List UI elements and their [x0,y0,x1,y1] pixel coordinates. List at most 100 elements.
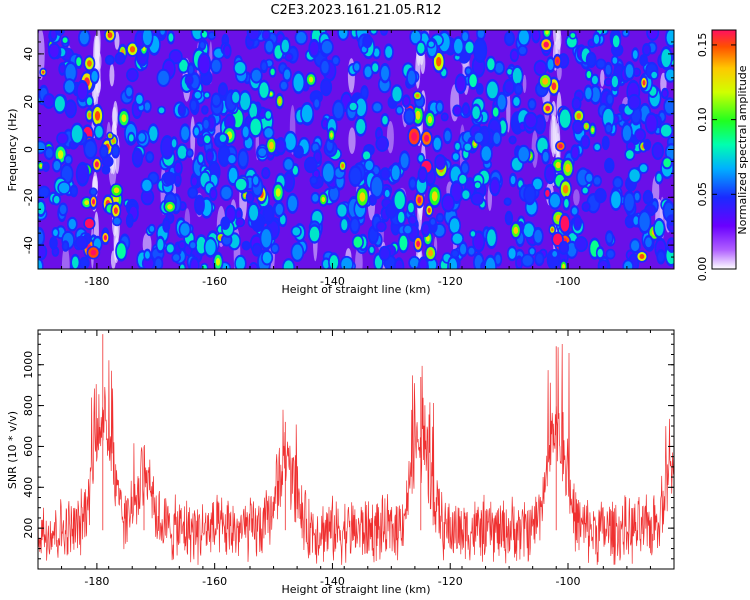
spectrogram-blob [205,239,216,256]
spectrogram-blob [286,54,292,60]
spectrogram-blob [80,258,89,268]
spectrogram-blob [624,193,634,211]
spectrogram-blob [333,57,339,65]
spectrogram-blob [363,36,371,46]
spectrogram-blob [354,63,360,71]
spectrogram-blob [276,139,285,153]
spectrogram-blob [264,128,273,138]
spectrogram-blob [265,111,272,119]
spectrogram-blob [270,68,275,76]
spectrogram-blob-core [87,112,91,118]
spectrogram-blob [128,134,134,142]
spectrogram-blob [72,256,79,269]
y-tick-label: 600 [22,436,35,457]
spectrogram-blob [190,242,196,249]
spectrogram-blob [187,150,193,157]
spectrogram-blob [293,73,304,92]
spectrogram-blob [611,75,619,88]
spectrogram-blob [410,30,421,44]
spectrogram-blob [435,156,445,168]
spectrogram-blob [591,87,600,103]
spectrogram-blob-core [555,161,561,169]
spectrogram-blob-core [417,196,422,204]
spectrogram-blob [523,223,534,237]
spectrogram-blob [371,177,383,197]
spectrogram-blobs [38,30,674,269]
spectrogram-blob [323,259,330,269]
spectrogram-blob [524,186,535,203]
spectrogram-blob-core [107,32,113,39]
spectrogram-blob [631,240,640,252]
spectrogram-blob [654,220,664,236]
snr-ylabel: SNR (10 * v/v) [6,411,19,489]
spectrogram-blob [487,58,495,71]
spectrogram-blob [71,125,83,143]
spectrogram-gap [38,30,45,80]
spectrogram-blob-core [94,111,101,121]
spectrogram-blob [382,115,388,125]
spectrogram-blob [228,167,238,183]
spectrogram-axes: -180 -160 -140 -120 -100 -40 -20 0 20 40 [22,29,675,288]
spectrogram-blob [515,85,522,93]
spectrogram-blob [61,165,72,183]
spectrogram-blob [158,70,169,85]
spectrogram-blob-core [428,249,434,257]
spectrogram-blob [536,253,543,264]
spectrogram-blob [158,107,165,114]
spectrogram-xlabel: Height of straight line (km) [281,283,430,296]
y-tick-label: -20 [22,188,35,206]
spectrogram-blob [418,155,424,162]
spectrogram-blob [285,133,296,151]
spectrogram-blob [633,216,639,225]
spectrogram-blob [505,81,514,93]
spectrogram-blob [341,219,348,231]
spectrogram-blob [250,264,257,269]
spectrogram-blob [168,33,174,42]
spectrogram-blob [400,153,409,169]
spectrogram-blob-core [642,80,646,86]
spectrogram-blob [377,222,386,231]
spectrogram-blob [219,134,227,142]
spectrogram-blob [91,70,98,82]
spectrogram-blob [49,44,59,58]
spectrogram-blob [462,163,468,173]
spectrogram-blob [77,82,88,100]
spectrogram-blob [570,33,576,38]
spectrogram-blob-core [562,184,569,194]
spectrogram-blob [38,260,42,269]
spectrogram-blob [529,100,535,109]
spectrogram-blob [38,202,45,215]
spectrogram-blob [44,95,54,107]
spectrogram-blob [287,195,298,212]
spectrogram-blob [204,135,211,144]
spectrogram-blob [463,105,469,115]
spectrogram-blob [221,218,229,228]
spectrogram-blob [236,210,242,219]
spectrogram-blob [305,158,316,172]
spectrogram-blob [54,96,65,112]
spectrogram-blob [529,248,535,255]
spectrogram-blob [76,237,87,249]
spectrogram-blob [492,107,499,117]
spectrogram-blob-core [513,226,519,234]
spectrogram-blob [462,32,469,42]
spectrogram-blob [572,147,579,159]
spectrogram-blob [136,94,143,104]
spectrogram-blob [410,179,416,188]
spectrogram-blob [512,67,522,84]
spectrogram-blob-core [269,92,273,96]
spectrogram-blob-core [41,70,45,74]
spectrogram-blob [356,119,366,134]
spectrogram-blob [585,87,592,100]
spectrogram-blob [469,74,477,88]
spectrogram-blob [525,113,537,128]
spectrogram-blob [497,94,506,110]
spectrogram-blob [224,46,230,56]
y-tick-label: 1000 [22,351,35,379]
spectrogram-blob [103,157,112,166]
x-tick-label: -100 [556,575,581,588]
spectrogram-blob [510,175,516,185]
spectrogram-blob [485,257,496,269]
spectrogram-blob [597,248,603,258]
